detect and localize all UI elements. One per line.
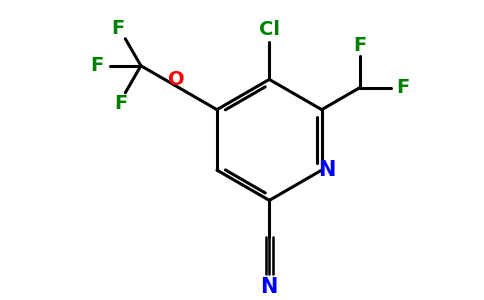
Text: F: F xyxy=(111,20,124,38)
Text: F: F xyxy=(396,78,409,97)
Text: O: O xyxy=(167,70,184,89)
Text: N: N xyxy=(260,277,278,297)
Text: N: N xyxy=(318,160,335,180)
Text: F: F xyxy=(91,56,104,75)
Text: F: F xyxy=(353,36,366,55)
Text: F: F xyxy=(114,94,127,113)
Text: Cl: Cl xyxy=(259,20,280,39)
